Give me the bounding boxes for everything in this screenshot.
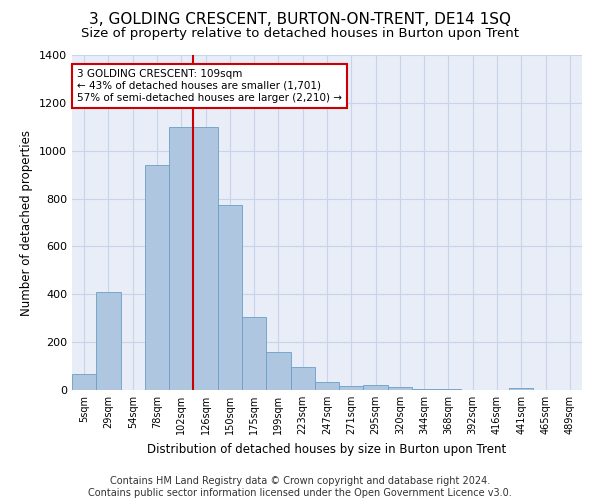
- Bar: [315, 382, 339, 390]
- Bar: [242, 317, 266, 390]
- Bar: [193, 127, 218, 390]
- Bar: [412, 389, 436, 390]
- Bar: [72, 374, 96, 390]
- Y-axis label: Number of detached properties: Number of detached properties: [20, 130, 34, 316]
- Bar: [388, 387, 412, 390]
- X-axis label: Distribution of detached houses by size in Burton upon Trent: Distribution of detached houses by size …: [148, 442, 506, 456]
- Bar: [509, 388, 533, 390]
- Bar: [290, 368, 315, 390]
- Bar: [339, 386, 364, 390]
- Text: 3, GOLDING CRESCENT, BURTON-ON-TRENT, DE14 1SQ: 3, GOLDING CRESCENT, BURTON-ON-TRENT, DE…: [89, 12, 511, 28]
- Text: Contains HM Land Registry data © Crown copyright and database right 2024.
Contai: Contains HM Land Registry data © Crown c…: [88, 476, 512, 498]
- Bar: [169, 127, 193, 390]
- Bar: [266, 352, 290, 390]
- Text: 3 GOLDING CRESCENT: 109sqm
← 43% of detached houses are smaller (1,701)
57% of s: 3 GOLDING CRESCENT: 109sqm ← 43% of deta…: [77, 70, 342, 102]
- Bar: [218, 204, 242, 390]
- Bar: [96, 292, 121, 390]
- Text: Size of property relative to detached houses in Burton upon Trent: Size of property relative to detached ho…: [81, 28, 519, 40]
- Bar: [145, 165, 169, 390]
- Bar: [364, 385, 388, 390]
